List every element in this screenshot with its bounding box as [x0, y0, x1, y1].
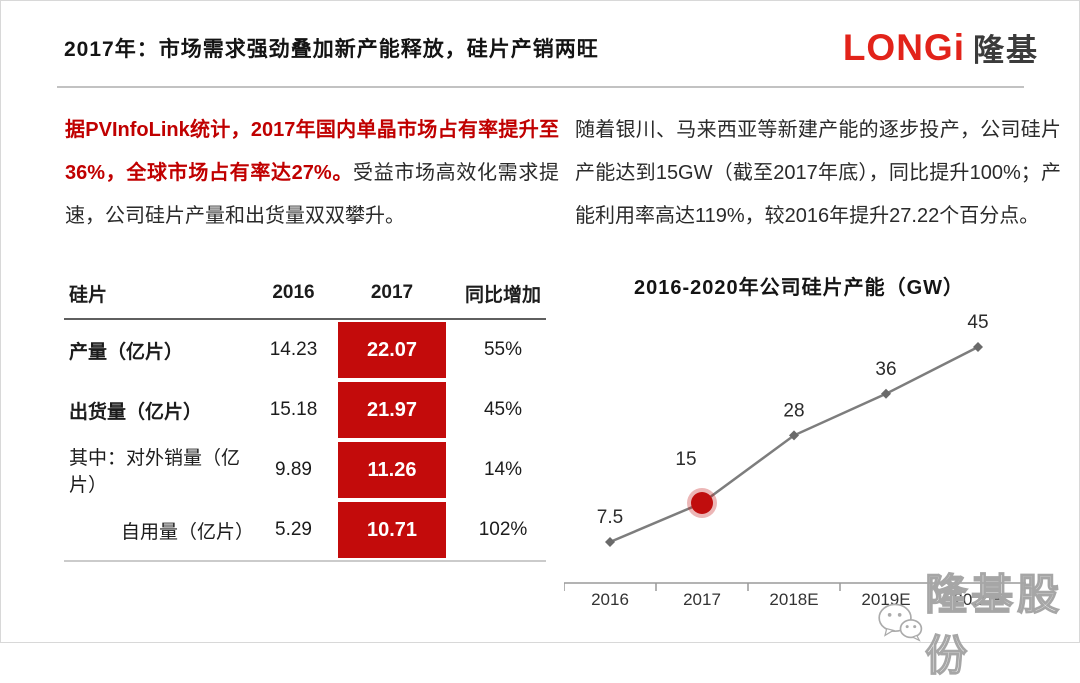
svg-text:2019E: 2019E	[861, 590, 910, 609]
table-header-2016: 2016	[272, 282, 315, 303]
table-header-2017: 2017	[370, 282, 414, 303]
svg-text:2018E: 2018E	[769, 590, 818, 609]
value-2016: 9.89	[275, 459, 312, 480]
left-paragraph-highlight: 据PVInfoLink统计，2017年国内单晶市场占有率提升至36%，全球市场占…	[65, 119, 559, 184]
row-label: 自用量（亿片）	[121, 521, 255, 543]
table-row-shipment: 出货量（亿片） 15.18 21.97 45%	[64, 380, 546, 440]
value-2016: 14.23	[269, 339, 318, 360]
svg-text:2017: 2017	[683, 590, 721, 609]
svg-text:15: 15	[675, 449, 696, 470]
row-label: 其中：对外销量（亿片）	[69, 448, 241, 496]
value-2017-highlight-cell: 10.71	[338, 500, 446, 560]
table-header-row: 硅片 2016 2017 同比增加	[64, 268, 546, 320]
table-bottom-border	[64, 560, 546, 562]
value-2017-highlight-cell: 11.26	[338, 440, 446, 500]
left-paragraph-rest: 受益市场高效化需求提速，公司硅片产量和出货量双双攀升。	[65, 162, 560, 227]
wafer-table: 硅片 2016 2017 同比增加 产量（亿片） 14.23 22.07 55%…	[64, 268, 546, 562]
table-header-wafer: 硅片	[69, 284, 108, 306]
row-label: 产量（亿片）	[69, 341, 184, 363]
page-title: 2017年：市场需求强劲叠加新产能释放，硅片产销两旺	[64, 38, 599, 61]
left-paragraph: 据PVInfoLink统计，2017年国内单晶市场占有率提升至36%，全球市场占…	[65, 109, 559, 238]
value-2016: 15.18	[269, 399, 318, 420]
table-row-external-sales: 其中：对外销量（亿片） 9.89 11.26 14%	[64, 440, 546, 500]
value-yoy: 45%	[483, 399, 523, 420]
svg-text:2020E: 2020E	[953, 590, 1002, 609]
svg-text:2016: 2016	[591, 590, 629, 609]
svg-text:28: 28	[783, 400, 804, 421]
chart-title: 2016-2020年公司硅片产能（GW）	[633, 277, 965, 299]
value-yoy: 102%	[478, 519, 528, 540]
value-2016: 5.29	[275, 519, 312, 540]
table-row-production: 产量（亿片） 14.23 22.07 55%	[64, 320, 546, 380]
svg-text:45: 45	[967, 312, 988, 333]
logo-latin-text: LONGi	[842, 26, 965, 68]
table-row-internal-use: 自用量（亿片） 5.29 10.71 102%	[64, 500, 546, 560]
value-2017-highlight-cell: 21.97	[338, 380, 446, 440]
longi-logo: LONGi 隆基	[843, 25, 1039, 70]
capacity-line-chart: 7.5 2016 15 2017 28 2018E 36 2019E 45 2020E	[564, 312, 1026, 609]
row-label: 出货量（亿片）	[69, 401, 203, 423]
svg-text:36: 36	[875, 359, 896, 380]
svg-text:7.5: 7.5	[597, 507, 623, 528]
title-divider	[57, 86, 1024, 88]
value-yoy: 14%	[483, 459, 523, 480]
value-yoy: 55%	[483, 339, 523, 360]
right-paragraph: 随着银川、马来西亚等新建产能的逐步投产，公司硅片产能达到15GW（截至2017年…	[575, 119, 1061, 227]
value-2017-highlight-cell: 22.07	[338, 320, 446, 380]
logo-cjk-text: 隆基	[973, 33, 1039, 68]
table-header-yoy: 同比增加	[464, 284, 541, 306]
